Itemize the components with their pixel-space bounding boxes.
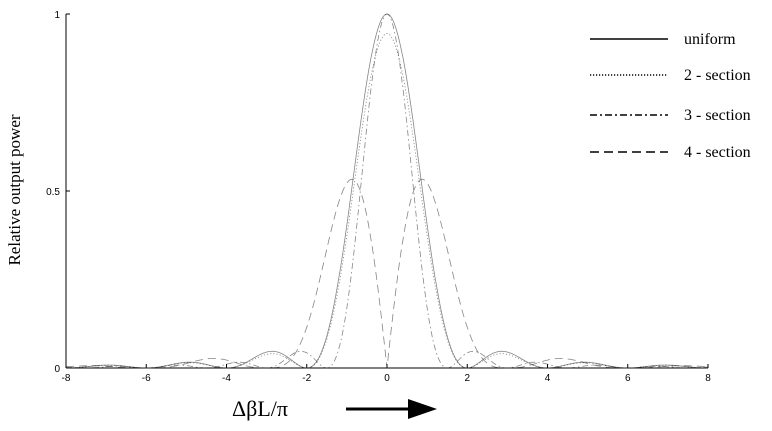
x-tick-label: 0 bbox=[384, 373, 390, 384]
x-tick-label: 6 bbox=[625, 373, 631, 384]
x-tick-label: 2 bbox=[464, 373, 470, 384]
axes bbox=[65, 14, 708, 369]
x-ticks: -8 -6 -4 -2 0 2 4 6 8 bbox=[62, 364, 711, 384]
y-tick-label: 1 bbox=[54, 10, 60, 21]
x-tick-label: 8 bbox=[705, 373, 711, 384]
x-tick-label: 4 bbox=[545, 373, 551, 384]
legend-label: 4 - section bbox=[684, 144, 751, 161]
plot-area bbox=[65, 13, 709, 369]
x-tick-label: -2 bbox=[302, 373, 311, 384]
y-tick-label: 0 bbox=[54, 364, 60, 375]
legend-label: 2 - section bbox=[684, 67, 751, 84]
y-tick-label: 0.5 bbox=[46, 187, 60, 198]
series-line-dashed bbox=[65, 178, 709, 369]
series-line-solid bbox=[66, 13, 708, 369]
x-tick-label: -4 bbox=[222, 373, 231, 384]
x-tick-label: -8 bbox=[62, 373, 71, 384]
y-axis-label: Relative output power bbox=[5, 114, 24, 265]
x-axis-arrowhead bbox=[408, 399, 437, 419]
x-axis-label: ΔβL/π bbox=[232, 396, 288, 421]
x-tick-label: -6 bbox=[142, 373, 151, 384]
series-line-dashdot bbox=[66, 13, 708, 369]
series-line-dotted bbox=[66, 33, 708, 369]
legend: uniform 2 - section 3 - section 4 - section bbox=[590, 31, 751, 161]
legend-label: uniform bbox=[684, 31, 736, 48]
legend-label: 3 - section bbox=[684, 107, 751, 124]
